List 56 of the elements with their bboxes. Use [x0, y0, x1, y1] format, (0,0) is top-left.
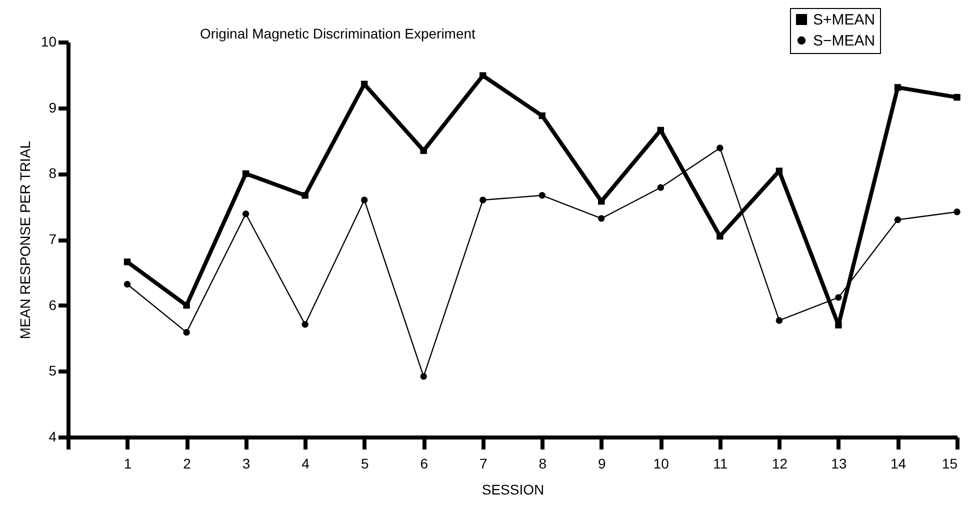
x-tick-label: 3: [242, 456, 250, 472]
x-tick-label: 2: [183, 456, 192, 472]
x-tick-label: 11: [713, 456, 728, 472]
point: [538, 192, 546, 199]
y-tick-label: 9: [48, 99, 57, 116]
x-tick-label: 15: [942, 456, 958, 472]
x-tick-label: 14: [890, 456, 906, 472]
x-tick-label: 8: [538, 456, 547, 472]
point: [124, 258, 131, 266]
point: [776, 168, 783, 174]
point: [242, 170, 250, 178]
point: [124, 280, 131, 288]
point: [954, 94, 960, 101]
point: [716, 144, 724, 152]
y-axis-title: MEAN RESPONSE PER TRIAL: [16, 140, 33, 340]
point: [302, 321, 308, 328]
x-tick-label: 13: [831, 456, 847, 472]
point: [954, 208, 960, 216]
x-tick-label: 4: [302, 456, 310, 472]
point: [835, 294, 842, 301]
point: [657, 184, 664, 191]
legend-label: S+MEAN: [813, 12, 876, 28]
y-tick-label: 10: [40, 34, 57, 50]
x-tick-label: 12: [772, 456, 788, 472]
point: [480, 72, 486, 79]
x-tick-label: 6: [420, 456, 428, 472]
point: [183, 302, 190, 309]
point: [420, 373, 427, 380]
point: [716, 232, 724, 240]
point: [242, 210, 250, 218]
chart-title: Original Magnetic Discrimination Experiment: [200, 26, 476, 42]
y-tick-label: 7: [48, 231, 57, 247]
point: [776, 317, 783, 324]
x-tick-label: 10: [653, 456, 670, 472]
y-tick-label: 4: [48, 428, 57, 444]
y-tick-label: 6: [48, 296, 57, 313]
x-tick-label: 5: [360, 456, 369, 472]
x-axis-title: SESSION: [482, 482, 544, 498]
point: [538, 112, 546, 120]
legend-label: S−MEAN: [813, 32, 876, 50]
point: [598, 198, 605, 205]
point: [420, 147, 427, 154]
point: [183, 328, 190, 336]
y-tick-label: 8: [48, 165, 57, 182]
point: [894, 216, 902, 224]
point: [302, 192, 308, 199]
point: [835, 322, 842, 328]
x-tick-label: 1: [124, 456, 132, 472]
x-tick-label: 9: [598, 456, 606, 472]
point: [480, 196, 486, 204]
point: [360, 80, 368, 88]
x-tick-label: 7: [479, 456, 488, 472]
point: [360, 196, 368, 204]
y-tick-label: 5: [48, 362, 57, 379]
point: [598, 215, 605, 222]
point: [894, 84, 902, 91]
